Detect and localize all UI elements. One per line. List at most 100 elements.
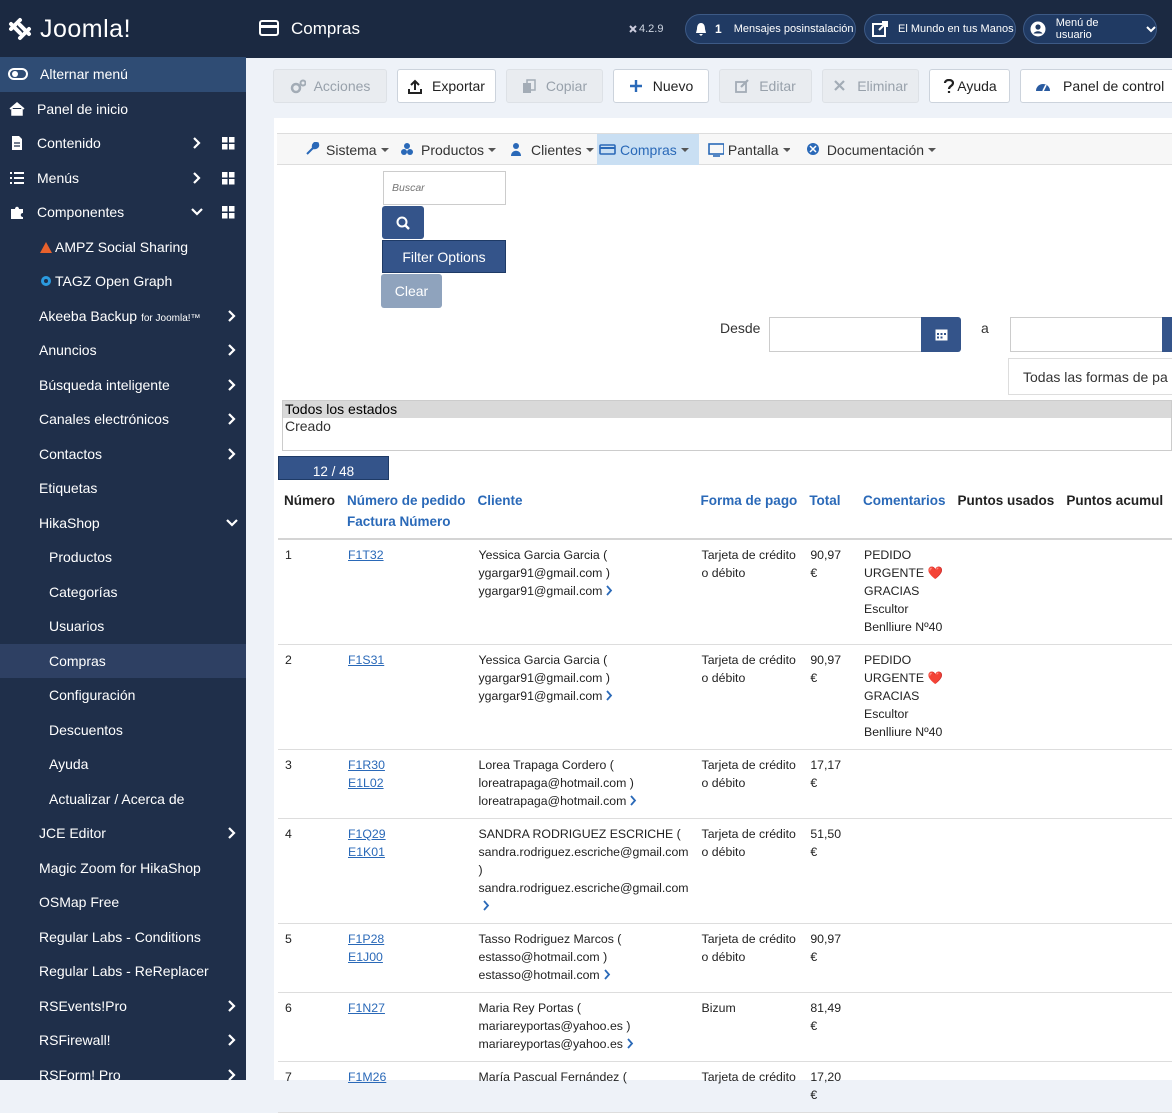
- toolbar-label: Editar: [759, 78, 796, 94]
- sidebar-item[interactable]: Compras: [0, 643, 246, 678]
- sidebar-item[interactable]: Anuncios: [0, 333, 246, 368]
- order-link[interactable]: F1N27: [348, 1001, 385, 1015]
- sidebar-item[interactable]: Actualizar / Acerca de: [0, 782, 246, 817]
- client-line[interactable]: estasso@hotmail.com: [479, 966, 689, 984]
- sidebar-item[interactable]: Ayuda: [0, 747, 246, 782]
- sidebar-item[interactable]: Menús: [0, 161, 246, 196]
- sidebar-item[interactable]: Descuentos: [0, 713, 246, 748]
- order-link[interactable]: F1S31: [348, 653, 385, 667]
- menu-icon-part: [407, 149, 413, 155]
- client-line[interactable]: ygargar91@gmail.com: [479, 582, 689, 600]
- column-header[interactable]: Puntos usados: [951, 487, 1061, 540]
- column-header[interactable]: Puntos acumul: [1060, 487, 1172, 540]
- sidebar-item[interactable]: Regular Labs - Conditions: [0, 920, 246, 955]
- sidebar-item[interactable]: RSFirewall!: [0, 1023, 246, 1058]
- sidebar-item[interactable]: Configuración: [0, 678, 246, 713]
- order-link[interactable]: F1P28: [348, 932, 385, 946]
- user-menu-button[interactable]: Menú de usuario: [1023, 14, 1157, 44]
- order-number: 4: [278, 818, 342, 924]
- logo[interactable]: Joomla!: [0, 0, 246, 58]
- sidebar-item[interactable]: AMPZ Social Sharing: [0, 230, 246, 265]
- client-line[interactable]: ygargar91@gmail.com: [479, 687, 689, 705]
- sidebar-item[interactable]: Magic Zoom for HikaShop: [0, 851, 246, 886]
- order-link[interactable]: F1Q29: [348, 827, 386, 841]
- sidebar-item[interactable]: RSEvents!Pro: [0, 989, 246, 1024]
- menu-item[interactable]: Documentación: [804, 134, 936, 165]
- menu-item[interactable]: Sistema: [303, 134, 393, 165]
- user-menu-label: Menú de usuario: [1055, 17, 1099, 41]
- sidebar-item[interactable]: Regular Labs - ReReplacer: [0, 954, 246, 989]
- search-button[interactable]: [382, 206, 424, 239]
- status-option[interactable]: Creado: [285, 418, 331, 434]
- toolbar-icon-part: [1042, 84, 1047, 91]
- external-icon: [872, 21, 888, 37]
- column-header[interactable]: Número: [278, 487, 342, 540]
- site-label: El Mundo en tus Manos: [898, 23, 1014, 35]
- sidebar-item[interactable]: Canales electrónicos: [0, 402, 246, 437]
- menu-caret-part: [680, 147, 689, 152]
- status-listbox[interactable]: Todos los estados Creado: [282, 400, 1172, 451]
- order-link[interactable]: F1T32: [348, 548, 384, 562]
- column-header[interactable]: Cliente: [471, 487, 695, 540]
- sidebar-item[interactable]: Contenido: [0, 126, 246, 161]
- order-row: 5 F1P28 E1J00 Tasso Rodriguez Marcos (estas…: [278, 923, 1172, 993]
- sidebar-item[interactable]: OSMap Free: [0, 885, 246, 920]
- invoice-link[interactable]: E1J00: [348, 950, 383, 964]
- sidebar-item[interactable]: RSForm! Pro: [0, 1058, 246, 1080]
- to-date-input[interactable]: [1010, 317, 1163, 352]
- item-icon: [10, 171, 24, 184]
- column-header[interactable]: Comentarios: [857, 487, 952, 540]
- menu-toggle[interactable]: Alternar menú: [0, 57, 246, 92]
- sidebar-item[interactable]: Usuarios: [0, 609, 246, 644]
- invoice-link[interactable]: E1K01: [348, 845, 385, 859]
- from-calendar-button[interactable]: [921, 317, 961, 352]
- column-header[interactable]: Número de pedido Factura Número: [341, 487, 472, 540]
- toolbar-button[interactable]: Exportar: [397, 69, 496, 103]
- pagination-button[interactable]: 12 / 48: [278, 456, 389, 480]
- sidebar-item[interactable]: Etiquetas: [0, 471, 246, 506]
- sidebar-item[interactable]: Categorías: [0, 575, 246, 610]
- notifications-button[interactable]: 1 Mensajes posinstalación: [685, 14, 856, 44]
- clear-button[interactable]: Clear: [381, 274, 442, 308]
- from-date-input[interactable]: [769, 317, 922, 352]
- search-input[interactable]: [383, 171, 506, 205]
- sidebar-item[interactable]: HikaShop: [0, 506, 246, 541]
- client-line[interactable]: loreatrapaga@hotmail.com: [479, 792, 689, 810]
- menu-item[interactable]: Pantalla: [706, 134, 790, 165]
- client-line[interactable]: sandra.rodriguez.escriche@gmail.com: [479, 879, 689, 915]
- invoice-link[interactable]: E1L02: [348, 776, 384, 790]
- sidebar-item[interactable]: Productos: [0, 540, 246, 575]
- chevron-right-part: [228, 413, 236, 425]
- menu-item[interactable]: Compras: [597, 134, 699, 165]
- client-line[interactable]: mariareyportas@yahoo.es: [479, 1035, 689, 1053]
- status-option[interactable]: Todos los estados: [283, 401, 1171, 418]
- menu-item[interactable]: Clientes: [508, 134, 595, 165]
- sidebar-item[interactable]: Búsqueda inteligente: [0, 368, 246, 403]
- dashboard-icon-part: [222, 213, 228, 219]
- dashboard-icon: [222, 137, 235, 150]
- order-link[interactable]: F1M26: [348, 1070, 387, 1084]
- column-header[interactable]: Total: [803, 487, 858, 540]
- payment-select[interactable]: Todas las formas de pa: [1008, 358, 1172, 395]
- order-link[interactable]: F1R30: [348, 758, 385, 772]
- order-ids: F1M26: [341, 1061, 472, 1113]
- total: 17,20 €: [803, 1061, 858, 1113]
- menu-item[interactable]: Productos: [398, 134, 499, 165]
- toolbar-button[interactable]: Panel de control: [1020, 69, 1172, 103]
- sidebar-item[interactable]: Panel de inicio: [0, 92, 246, 127]
- to-calendar-button[interactable]: [1162, 317, 1172, 352]
- item-label: Componentes: [37, 204, 125, 221]
- column-header[interactable]: Forma de pago: [694, 487, 804, 540]
- sidebar-item[interactable]: Contactos: [0, 437, 246, 472]
- sidebar-item[interactable]: TAGZ Open Graph: [0, 264, 246, 299]
- site-button[interactable]: El Mundo en tus Manos: [864, 14, 1016, 44]
- order-number: 2: [278, 644, 342, 750]
- order-row: 1 F1T32 Yessica Garcia Garcia (ygargar91@g…: [278, 539, 1172, 645]
- sidebar-item[interactable]: Componentes: [0, 195, 246, 230]
- filter-options-button[interactable]: Filter Options: [382, 240, 506, 273]
- sidebar-item[interactable]: JCE Editor: [0, 816, 246, 851]
- toolbar-button[interactable]: Nuevo: [613, 69, 709, 103]
- sidebar-item[interactable]: Akeeba Backup for Joomla!™: [0, 299, 246, 334]
- toolbar-button[interactable]: Ayuda: [929, 69, 1010, 103]
